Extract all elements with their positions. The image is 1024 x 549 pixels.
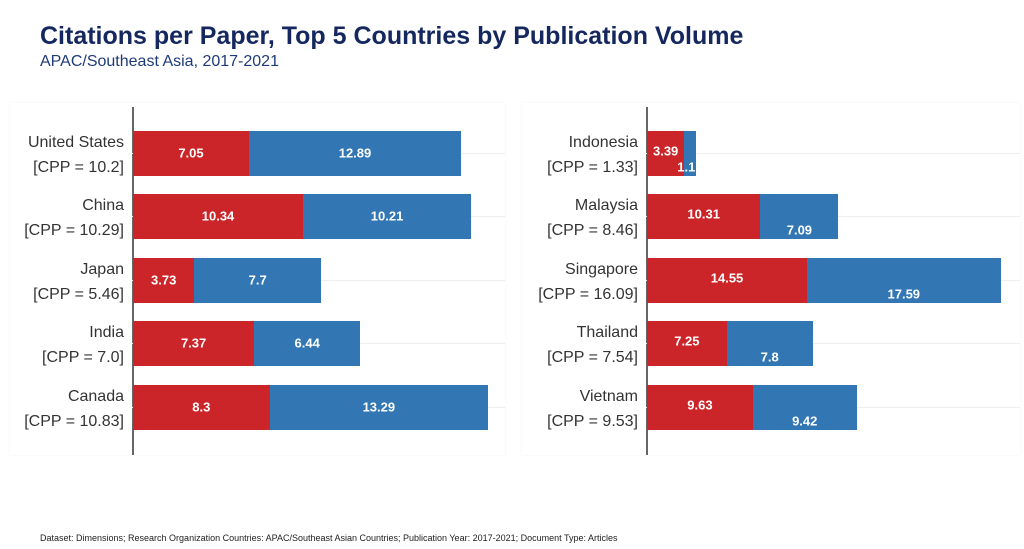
cpp-label: [CPP = 1.33] xyxy=(547,159,638,176)
country-name: United States xyxy=(27,134,124,151)
country-name: Thailand xyxy=(576,324,638,341)
bar-blue xyxy=(194,258,321,303)
data-label: 14.55 xyxy=(710,270,744,286)
chart-subtitle: APAC/Southeast Asia, 2017-2021 xyxy=(40,53,279,70)
footer-note: Dataset: Dimensions; Research Organizati… xyxy=(40,533,618,543)
data-label: 3.39 xyxy=(652,143,679,159)
data-label: 8.3 xyxy=(192,399,211,415)
data-label: 13.29 xyxy=(362,399,396,415)
country-name: Indonesia xyxy=(568,134,638,151)
bar-red xyxy=(133,321,255,366)
cpp-label: [CPP = 10.29] xyxy=(24,222,124,239)
category-label: Japan [CPP = 5.46] xyxy=(0,257,124,307)
country-name: Canada xyxy=(67,388,124,405)
data-label: 7.09 xyxy=(786,222,813,238)
category-label: Vietnam [CPP = 9.53] xyxy=(438,384,638,434)
bar-red xyxy=(647,131,685,176)
cpp-label: [CPP = 9.53] xyxy=(547,413,638,430)
category-label: Indonesia [CPP = 1.33] xyxy=(438,130,638,180)
bar-red xyxy=(133,194,304,239)
cpp-label: [CPP = 7.0] xyxy=(42,349,124,366)
bar-red xyxy=(133,258,195,303)
category-label: Singapore [CPP = 16.09] xyxy=(438,257,638,307)
right-panel: Indonesia [CPP = 1.33] 3.39 1.1 Malaysia [CPP… xyxy=(522,103,1020,455)
data-label: 10.34 xyxy=(201,208,235,224)
gridline xyxy=(646,153,1020,154)
cpp-label: [CPP = 7.54] xyxy=(547,349,638,366)
gridline xyxy=(646,343,1020,344)
data-label: 9.63 xyxy=(687,397,713,413)
cpp-label: [CPP = 8.46] xyxy=(547,222,638,239)
category-label: China [CPP = 10.29] xyxy=(0,193,124,243)
data-label: 7.05 xyxy=(178,145,204,161)
country-name: Japan xyxy=(80,261,124,278)
cpp-label: [CPP = 16.09] xyxy=(538,286,638,303)
country-name: Singapore xyxy=(565,261,638,278)
bar-red xyxy=(133,385,270,430)
y-axis-line xyxy=(132,107,134,455)
data-label: 6.44 xyxy=(294,335,320,351)
bar-blue xyxy=(760,194,839,239)
data-label: 3.73 xyxy=(151,272,177,288)
bar-blue xyxy=(684,131,697,176)
data-label: 17.59 xyxy=(887,286,921,302)
bar-red xyxy=(647,385,753,430)
cpp-label: [CPP = 10.2] xyxy=(33,159,124,176)
bar-red xyxy=(647,321,727,366)
left-panel: United States [CPP = 10.2] 7.05 12.89 China [… xyxy=(10,103,505,455)
bar-red xyxy=(647,258,808,303)
data-label: 10.21 xyxy=(370,208,404,224)
category-label: Thailand [CPP = 7.54] xyxy=(438,320,638,370)
bar-blue xyxy=(303,194,472,239)
bar-blue xyxy=(807,258,1001,303)
category-label: United States [CPP = 10.2] xyxy=(0,130,124,180)
bar-blue xyxy=(248,131,461,176)
country-name: China xyxy=(82,197,124,214)
bar-red xyxy=(647,194,761,239)
data-label: 7.8 xyxy=(760,349,779,365)
data-label: 10.31 xyxy=(687,206,720,222)
data-label: 7.25 xyxy=(674,333,700,349)
chart-title: Citations per Paper, Top 5 Countries by … xyxy=(40,22,744,50)
bar-blue xyxy=(726,321,813,366)
category-label: Malaysia [CPP = 8.46] xyxy=(438,193,638,243)
data-label: 7.37 xyxy=(180,335,207,351)
category-label: Canada [CPP = 10.83] xyxy=(0,384,124,434)
data-label: 7.7 xyxy=(248,272,267,288)
y-axis-line xyxy=(646,107,648,455)
data-label: 9.42 xyxy=(792,413,818,429)
cpp-label: [CPP = 5.46] xyxy=(33,286,124,303)
data-label: 12.89 xyxy=(338,145,372,161)
cpp-label: [CPP = 10.83] xyxy=(24,413,124,430)
data-label: 1.1 xyxy=(677,159,696,175)
bar-blue xyxy=(752,385,857,430)
category-label: India [CPP = 7.0] xyxy=(0,320,124,370)
country-name: Vietnam xyxy=(579,388,638,405)
country-name: Malaysia xyxy=(574,197,638,214)
bar-blue xyxy=(254,321,361,366)
bar-red xyxy=(133,131,249,176)
country-name: India xyxy=(89,324,124,341)
bar-blue xyxy=(269,385,489,430)
